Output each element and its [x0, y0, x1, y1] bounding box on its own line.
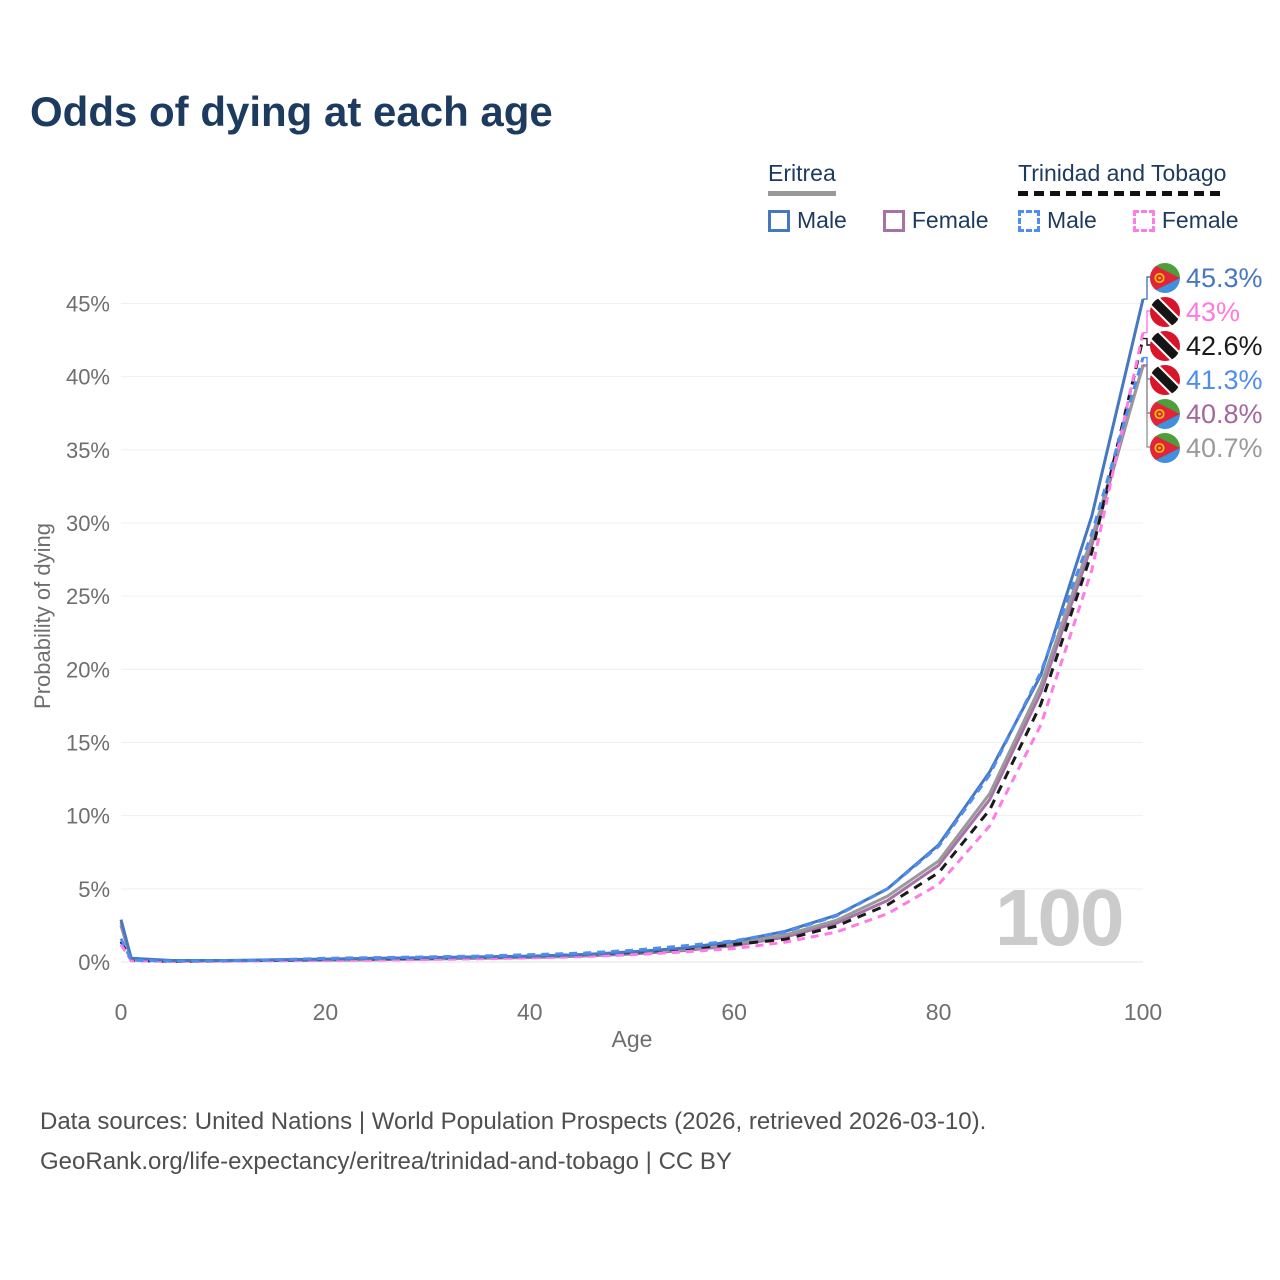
y-tick-label: 0% — [78, 950, 110, 975]
y-tick-label: 40% — [66, 365, 110, 390]
eritrea-line-style-underline — [768, 191, 836, 196]
series-line-eritrea-both[interactable] — [119, 365, 1145, 963]
y-tick-label: 30% — [66, 511, 110, 536]
tt-male-swatch-icon — [1018, 209, 1040, 232]
eritrea-male-swatch-icon — [768, 209, 790, 232]
y-tick-label: 35% — [66, 438, 110, 463]
series-line-eritrea-female[interactable] — [119, 364, 1145, 963]
end-label-tt-female: 43% — [1150, 295, 1263, 329]
series-line-tt-both[interactable] — [119, 338, 1145, 963]
end-label-connector — [1143, 337, 1151, 346]
trinidad-and-tobago-flag-icon — [1150, 331, 1180, 361]
age-watermark: 100 — [995, 873, 1124, 962]
end-value-text: 43% — [1186, 296, 1241, 327]
legend-item-tt-female[interactable]: Female — [1132, 207, 1239, 234]
end-value-text: 41.3% — [1186, 364, 1263, 395]
eritrea-flag — [1150, 263, 1180, 293]
end-label-tt-both: 42.6% — [1150, 329, 1263, 363]
attribution-text: GeoRank.org/life-expectancy/eritrea/trin… — [40, 1148, 732, 1175]
legend-item-label: Female — [911, 207, 989, 233]
tt-line-style-underline — [1018, 191, 1227, 196]
trinidad-and-tobago-flag-icon — [1150, 297, 1180, 327]
trinidad-and-tobago-flag — [1150, 365, 1180, 395]
end-label-eritrea-female: 40.8% — [1150, 397, 1263, 431]
legend-item-label: Male — [797, 207, 847, 233]
end-value-text: 45.3% — [1186, 262, 1263, 293]
x-tick-label: 0 — [115, 999, 128, 1025]
eritrea-flag-icon — [1150, 399, 1180, 429]
end-label-connector — [1143, 365, 1151, 448]
y-tick-label: 5% — [78, 877, 110, 902]
end-label-connector — [1143, 276, 1151, 300]
eritrea-flag-icon — [1150, 433, 1180, 463]
tt-female-swatch-icon — [1132, 209, 1155, 232]
eritrea-flag — [1150, 433, 1180, 463]
y-tick-label: 15% — [66, 730, 110, 755]
eritrea-female-swatch-icon — [882, 209, 905, 232]
legend-item-eritrea-male[interactable]: Male — [768, 207, 847, 234]
legend-item-tt-male[interactable]: Male — [1018, 207, 1097, 234]
legend-group-trinidad-and-tobago: Trinidad and Tobago Male Female — [1018, 160, 1239, 234]
legend-country-tt-label: Trinidad and Tobago — [1018, 160, 1227, 186]
end-value-text: 40.7% — [1186, 432, 1263, 463]
trinidad-and-tobago-flag-icon — [1150, 365, 1180, 395]
series-line-tt-male[interactable] — [119, 357, 1145, 963]
footer: Data sources: United Nations | World Pop… — [40, 1102, 986, 1182]
y-tick-label: 25% — [66, 584, 110, 609]
y-axis-title: Probability of dying — [30, 523, 55, 709]
page-title: Odds of dying at each age — [30, 88, 553, 135]
x-tick-label: 20 — [313, 999, 339, 1025]
x-tick-label: 40 — [517, 999, 543, 1025]
x-axis-title: Age — [611, 1026, 653, 1052]
legend-country-eritrea-label: Eritrea — [768, 160, 836, 186]
y-tick-label: 45% — [66, 291, 110, 316]
x-tick-label: 80 — [926, 999, 952, 1025]
legend-item-label: Male — [1047, 207, 1097, 233]
legend-country-trinidad-and-tobago: Trinidad and Tobago — [1018, 160, 1227, 196]
end-label-connector — [1143, 310, 1151, 334]
end-value-text: 40.8% — [1186, 398, 1263, 429]
x-tick-label: 60 — [721, 999, 747, 1025]
series-line-tt-female[interactable] — [119, 332, 1145, 963]
y-tick-label: 20% — [66, 657, 110, 682]
end-label-eritrea-male: 45.3% — [1150, 261, 1263, 295]
x-tick-label: 100 — [1124, 999, 1162, 1025]
end-label-tt-male: 41.3% — [1150, 363, 1263, 397]
legend-item-eritrea-female[interactable]: Female — [882, 207, 989, 234]
series-line-eritrea-male[interactable] — [119, 298, 1145, 962]
end-value-labels: 45.3% 43% 42.6% 41.3% 40.8% 40.7% — [1150, 261, 1263, 465]
legend-group-eritrea: Eritrea Male Female — [768, 160, 989, 234]
y-tick-label: 10% — [66, 804, 110, 829]
end-value-text: 42.6% — [1186, 330, 1263, 361]
end-label-eritrea-both: 40.7% — [1150, 431, 1263, 465]
eritrea-flag-icon — [1150, 263, 1180, 293]
trinidad-and-tobago-flag — [1150, 297, 1180, 327]
legend-item-label: Female — [1161, 207, 1239, 233]
data-sources-text: Data sources: United Nations | World Pop… — [40, 1108, 987, 1135]
legend-country-eritrea: Eritrea — [768, 160, 836, 196]
trinidad-and-tobago-flag — [1150, 331, 1180, 361]
eritrea-flag — [1150, 399, 1180, 429]
